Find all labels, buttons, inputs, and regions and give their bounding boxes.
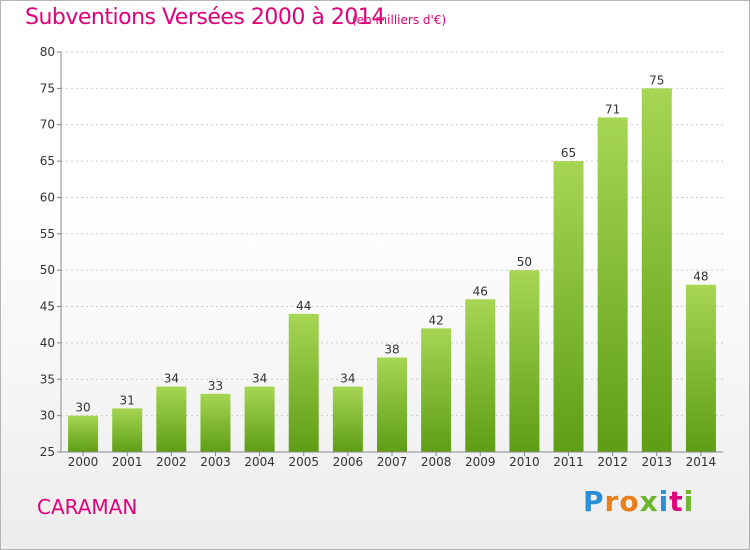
y-tick-label: 50 xyxy=(40,263,55,277)
y-tick-label: 25 xyxy=(40,445,55,459)
data-label: 33 xyxy=(208,379,223,393)
x-tick-label: 2003 xyxy=(200,455,231,469)
x-tick-label: 2012 xyxy=(597,455,628,469)
x-tick-label: 2014 xyxy=(686,455,717,469)
y-tick-label: 40 xyxy=(40,336,55,350)
y-tick-label: 45 xyxy=(40,300,55,314)
x-tick-label: 2002 xyxy=(156,455,187,469)
data-label: 34 xyxy=(164,372,179,386)
data-label: 48 xyxy=(693,270,708,284)
y-tick-label: 75 xyxy=(40,81,55,95)
y-tick-label: 80 xyxy=(40,45,55,59)
data-label: 75 xyxy=(649,73,664,87)
data-label: 71 xyxy=(605,102,620,116)
bar xyxy=(597,117,628,453)
x-tick-label: 2011 xyxy=(553,455,584,469)
bar xyxy=(112,408,143,452)
brand-letter: i xyxy=(658,485,670,518)
data-label: 34 xyxy=(252,372,267,386)
brand-letter: P xyxy=(583,485,605,518)
x-tick-label: 2010 xyxy=(509,455,540,469)
x-tick-label: 2008 xyxy=(421,455,452,469)
data-label: 42 xyxy=(428,313,443,327)
bar xyxy=(641,88,672,452)
chart-title: Subventions Versées 2000 à 2014 xyxy=(25,5,385,30)
x-tick-label: 2005 xyxy=(288,455,319,469)
bar xyxy=(288,313,319,452)
brand-logo: Proxiti xyxy=(583,485,694,518)
y-tick-label: 65 xyxy=(40,154,55,168)
brand-letter: t xyxy=(669,485,684,518)
bar xyxy=(509,270,540,452)
brand-letter: o xyxy=(619,485,640,518)
data-label: 46 xyxy=(473,284,488,298)
y-tick-label: 30 xyxy=(40,409,55,423)
y-tick-label: 35 xyxy=(40,372,55,386)
y-tick-label: 60 xyxy=(40,190,55,204)
bar xyxy=(465,299,496,452)
bar xyxy=(332,386,363,452)
x-tick-label: 2013 xyxy=(642,455,673,469)
x-tick-label: 2006 xyxy=(333,455,364,469)
bar xyxy=(421,328,452,452)
data-label: 38 xyxy=(384,342,399,356)
x-tick-label: 2007 xyxy=(377,455,408,469)
x-tick-label: 2001 xyxy=(112,455,143,469)
bar xyxy=(377,357,407,452)
bar xyxy=(244,386,275,452)
x-tick-label: 2000 xyxy=(68,455,99,469)
data-label: 50 xyxy=(517,255,532,269)
bar xyxy=(156,386,187,452)
chart-subtitle: (en milliers d'€) xyxy=(352,13,447,27)
data-label: 34 xyxy=(340,372,355,386)
bar xyxy=(553,161,584,452)
commune-name: CARAMAN xyxy=(37,495,138,519)
brand-letter: x xyxy=(639,485,659,518)
bar xyxy=(200,393,231,452)
y-tick-label: 55 xyxy=(40,227,55,241)
x-tick-label: 2009 xyxy=(465,455,496,469)
data-label: 31 xyxy=(120,393,135,407)
data-label: 44 xyxy=(296,299,311,313)
data-label: 65 xyxy=(561,146,576,160)
bar xyxy=(68,415,99,452)
data-label: 30 xyxy=(75,401,90,415)
y-tick-label: 70 xyxy=(40,118,55,132)
x-tick-label: 2004 xyxy=(244,455,275,469)
brand-letter: r xyxy=(604,485,620,518)
brand-letter: i xyxy=(683,485,695,518)
bar xyxy=(685,284,716,452)
